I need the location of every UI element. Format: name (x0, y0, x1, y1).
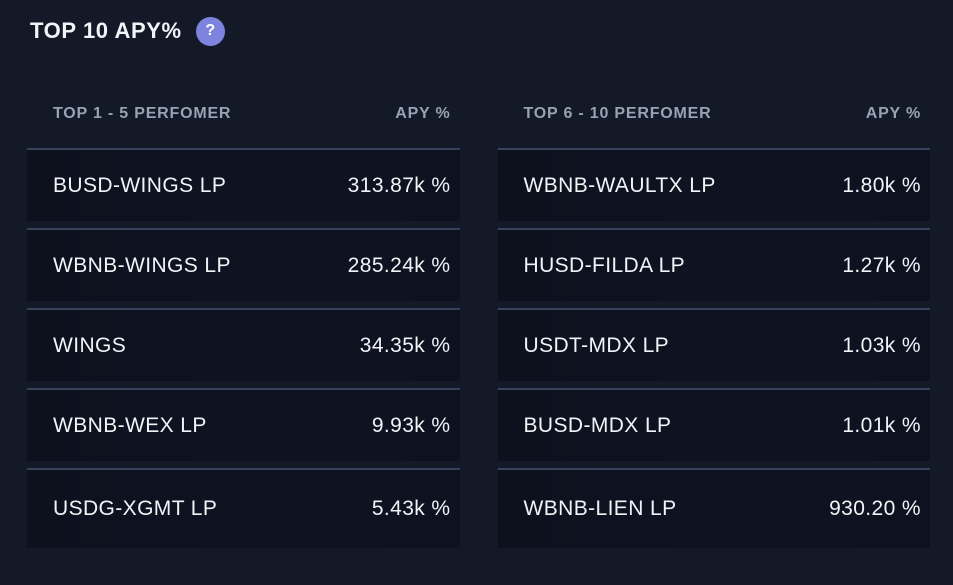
apy-value: 34.35k % (359, 333, 451, 357)
page-title: TOP 10 APY% (30, 18, 182, 43)
table-rows: BUSD-WINGS LP 313.87k % WBNB-WINGS LP 28… (27, 148, 460, 548)
question-mark-icon[interactable]: ? (195, 16, 225, 46)
pool-name: USDT-MDX LP (523, 333, 670, 357)
apy-column-header: APY % (865, 105, 921, 122)
table-row: BUSD-WINGS LP 313.87k % (27, 148, 460, 221)
pool-name: BUSD-MDX LP (523, 413, 672, 437)
table-header-row: TOP 6 - 10 PERFOMER APY % (498, 105, 931, 123)
table-row: HUSD-FILDA LP 1.27k % (497, 228, 930, 301)
pool-name: BUSD-WINGS LP (53, 173, 227, 197)
pool-name: USDG-XGMT LP (53, 497, 218, 520)
table-row: WBNB-LIEN LP 930.20 % (497, 468, 930, 548)
table-row: WBNB-WINGS LP 285.24k % (27, 228, 460, 301)
pool-name: WBNB-WEX LP (53, 413, 207, 437)
apy-column-header: APY % (395, 105, 451, 122)
performer-column-header: TOP 1 - 5 PERFOMER (53, 105, 232, 122)
apy-value: 5.43k % (371, 497, 451, 520)
table-row: USDG-XGMT LP 5.43k % (27, 468, 460, 548)
table-row: BUSD-MDX LP 1.01k % (497, 388, 930, 461)
pool-name: HUSD-FILDA LP (523, 253, 686, 277)
table-row: WINGS 34.35k % (27, 308, 460, 381)
table-row: WBNB-WAULTX LP 1.80k % (497, 148, 930, 221)
table-header-row: TOP 1 - 5 PERFOMER APY % (27, 105, 460, 123)
pool-name: WBNB-WAULTX LP (523, 173, 716, 197)
table-row: USDT-MDX LP 1.03k % (497, 308, 930, 381)
pool-name: WINGS (53, 333, 127, 357)
pool-name: WBNB-LIEN LP (523, 497, 677, 520)
table-rows: WBNB-WAULTX LP 1.80k % HUSD-FILDA LP 1.2… (497, 148, 930, 548)
pool-name: WBNB-WINGS LP (53, 253, 231, 277)
performer-column-header: TOP 6 - 10 PERFOMER (523, 105, 712, 122)
apy-value: 313.87k % (347, 173, 451, 197)
table-top-1-5: TOP 1 - 5 PERFOMER APY % BUSD-WINGS LP 3… (27, 105, 460, 548)
table-top-6-10: TOP 6 - 10 PERFOMER APY % WBNB-WAULTX LP… (497, 105, 931, 548)
apy-value: 1.01k % (842, 413, 921, 437)
apy-value: 1.03k % (842, 333, 921, 357)
apy-value: 930.20 % (829, 497, 921, 520)
title-bar: TOP 10 APY% ? (0, 0, 953, 46)
apy-value: 9.93k % (371, 413, 451, 437)
apy-value: 1.80k % (842, 173, 921, 197)
apy-value: 285.24k % (347, 253, 451, 277)
apy-value: 1.27k % (842, 253, 921, 277)
table-row: WBNB-WEX LP 9.93k % (27, 388, 460, 461)
apy-tables-container: TOP 1 - 5 PERFOMER APY % BUSD-WINGS LP 3… (27, 105, 930, 548)
